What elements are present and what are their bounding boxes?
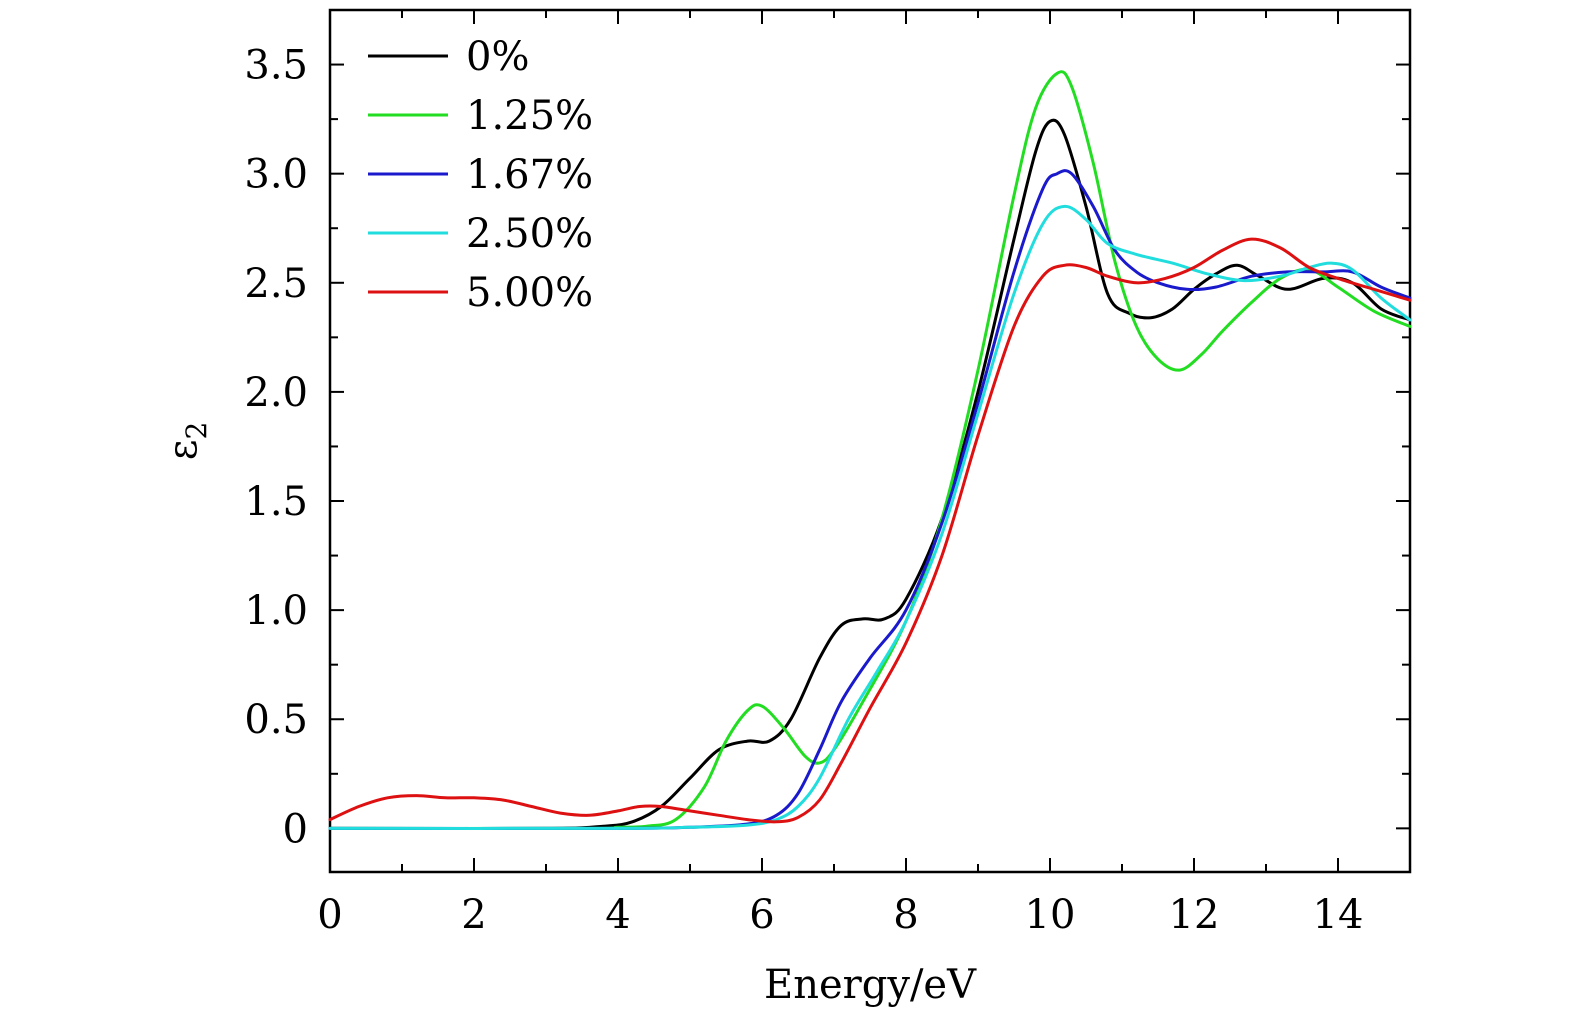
legend-label-2-50pct: 2.50% — [466, 211, 593, 257]
y-axis-label-main: ε — [160, 440, 206, 461]
y-tick-label: 0 — [283, 806, 308, 852]
y-axis-label-subscript: 2 — [180, 422, 213, 440]
series-line-5-00pct — [328, 237, 1412, 824]
x-tick-label: 12 — [1169, 892, 1220, 938]
y-tick-label: 3.5 — [244, 43, 308, 89]
legend-label-1-67pct: 1.67% — [466, 152, 593, 198]
y-tick-label: 0.5 — [244, 697, 308, 743]
legend-label-0pct: 0% — [466, 34, 529, 80]
series-line-0pct — [328, 118, 1412, 831]
x-tick-label: 8 — [893, 892, 918, 938]
x-tick-label: 14 — [1313, 892, 1364, 938]
series-line-1-67pct — [328, 169, 1412, 830]
x-tick-label: 6 — [749, 892, 774, 938]
y-tick-label: 1.0 — [244, 588, 308, 634]
plot-frame — [328, 8, 1412, 874]
series-layer — [328, 70, 1412, 831]
legend: 0% 1.25% 1.67% 2.50% 5.00% — [368, 34, 593, 316]
x-tick-label: 0 — [317, 892, 342, 938]
y-tick-label: 3.0 — [244, 152, 308, 198]
y-axis-label: ε2 — [160, 422, 213, 461]
ticks-layer: 0 2 4 6 8 10 12 14 0 0.5 1.0 1.5 2.0 2.5 3.0 3.5 — [244, 10, 1410, 938]
series-line-1-25pct — [328, 70, 1412, 830]
y-tick-label: 2.0 — [244, 370, 308, 416]
x-tick-label: 2 — [461, 892, 486, 938]
svg-text:ε2: ε2 — [160, 422, 213, 461]
y-tick-label: 2.5 — [244, 261, 308, 307]
x-axis-label: Energy/eV — [764, 962, 977, 1008]
x-tick-label: 4 — [605, 892, 630, 938]
x-tick-label: 10 — [1025, 892, 1076, 938]
y-tick-label: 1.5 — [244, 479, 308, 525]
legend-label-5-00pct: 5.00% — [466, 270, 593, 316]
legend-label-1-25pct: 1.25% — [466, 93, 593, 139]
